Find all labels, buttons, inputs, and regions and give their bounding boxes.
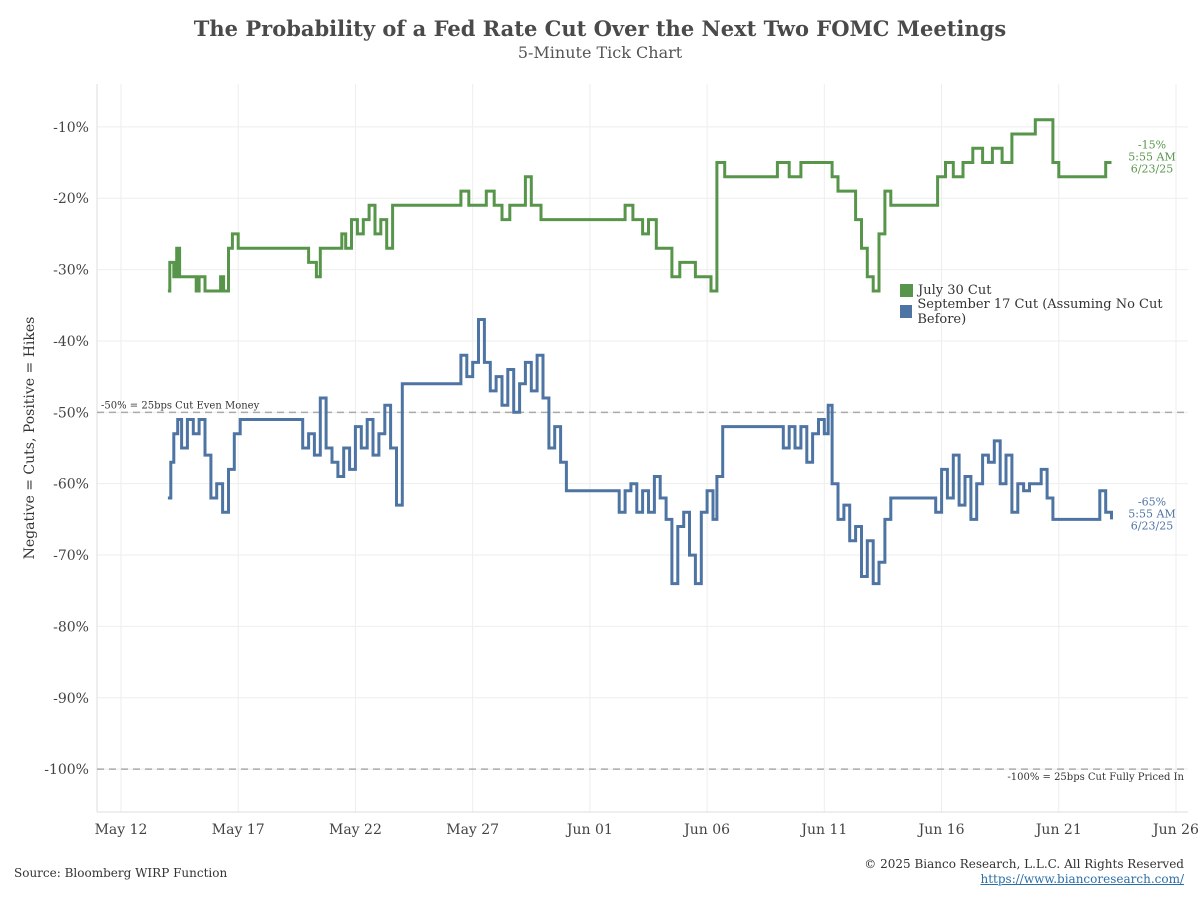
end-annotation: 6/23/25 [1131,163,1173,176]
legend-label-september: September 17 Cut (Assuming No Cut Before… [917,296,1163,327]
end-annotation: 5:55 AM [1128,507,1175,520]
x-tick-label: May 12 [95,822,148,838]
source-note: Source: Bloomberg WIRP Function [14,866,228,880]
end-annotation: 5:55 AM [1128,151,1175,164]
y-tick-label: -90% [53,691,89,707]
y-tick-label: -100% [44,762,89,778]
x-tick-label: Jun 01 [565,822,613,838]
legend-swatch-september [900,305,913,318]
x-tick-label: Jun 06 [682,822,730,838]
end-annotation: -15% [1138,139,1166,152]
series-line-september [167,318,1113,586]
x-tick-label: May 22 [329,822,382,838]
reference-label: -100% = 25bps Cut Fully Priced In [1007,772,1184,783]
y-tick-label: -40% [53,334,89,350]
x-tick-label: May 17 [212,822,265,838]
y-tick-label: -80% [53,619,89,635]
y-tick-label: -70% [53,548,89,564]
y-axis-title: Negative = Cuts, Positive = Hikes [22,317,38,560]
x-tick-label: Jun 21 [1034,822,1082,838]
y-tick-label: -10% [53,120,89,136]
footer-credits: © 2025 Bianco Research, L.L.C. All Right… [864,857,1184,887]
y-tick-label: -50% [53,405,89,421]
legend: July 30 Cut September 17 Cut (Assuming N… [900,280,1200,327]
legend-swatch-july [900,284,913,297]
x-tick-label: Jun 11 [799,822,847,838]
copyright-text: © 2025 Bianco Research, L.L.C. All Right… [864,857,1184,871]
reference-label: -50% = 25bps Cut Even Money [101,400,260,411]
end-annotation: -65% [1138,495,1166,508]
website-link[interactable]: https://www.biancoresearch.com/ [980,872,1184,886]
series-line-july [167,118,1112,293]
y-tick-label: -30% [53,263,89,279]
legend-label-july: July 30 Cut [918,283,992,298]
legend-item-july[interactable]: July 30 Cut [900,280,1200,301]
x-tick-label: May 27 [446,822,499,838]
chart-title: The Probability of a Fed Rate Cut Over t… [193,16,1007,41]
y-tick-label: -60% [53,477,89,493]
y-tick-label: -20% [53,191,89,207]
legend-item-september[interactable]: September 17 Cut (Assuming No Cut Before… [900,297,1200,327]
end-annotation: 6/23/25 [1131,519,1173,532]
x-tick-label: Jun 26 [1151,822,1199,838]
x-tick-label: Jun 16 [917,822,965,838]
chart-subtitle: 5-Minute Tick Chart [517,43,683,62]
